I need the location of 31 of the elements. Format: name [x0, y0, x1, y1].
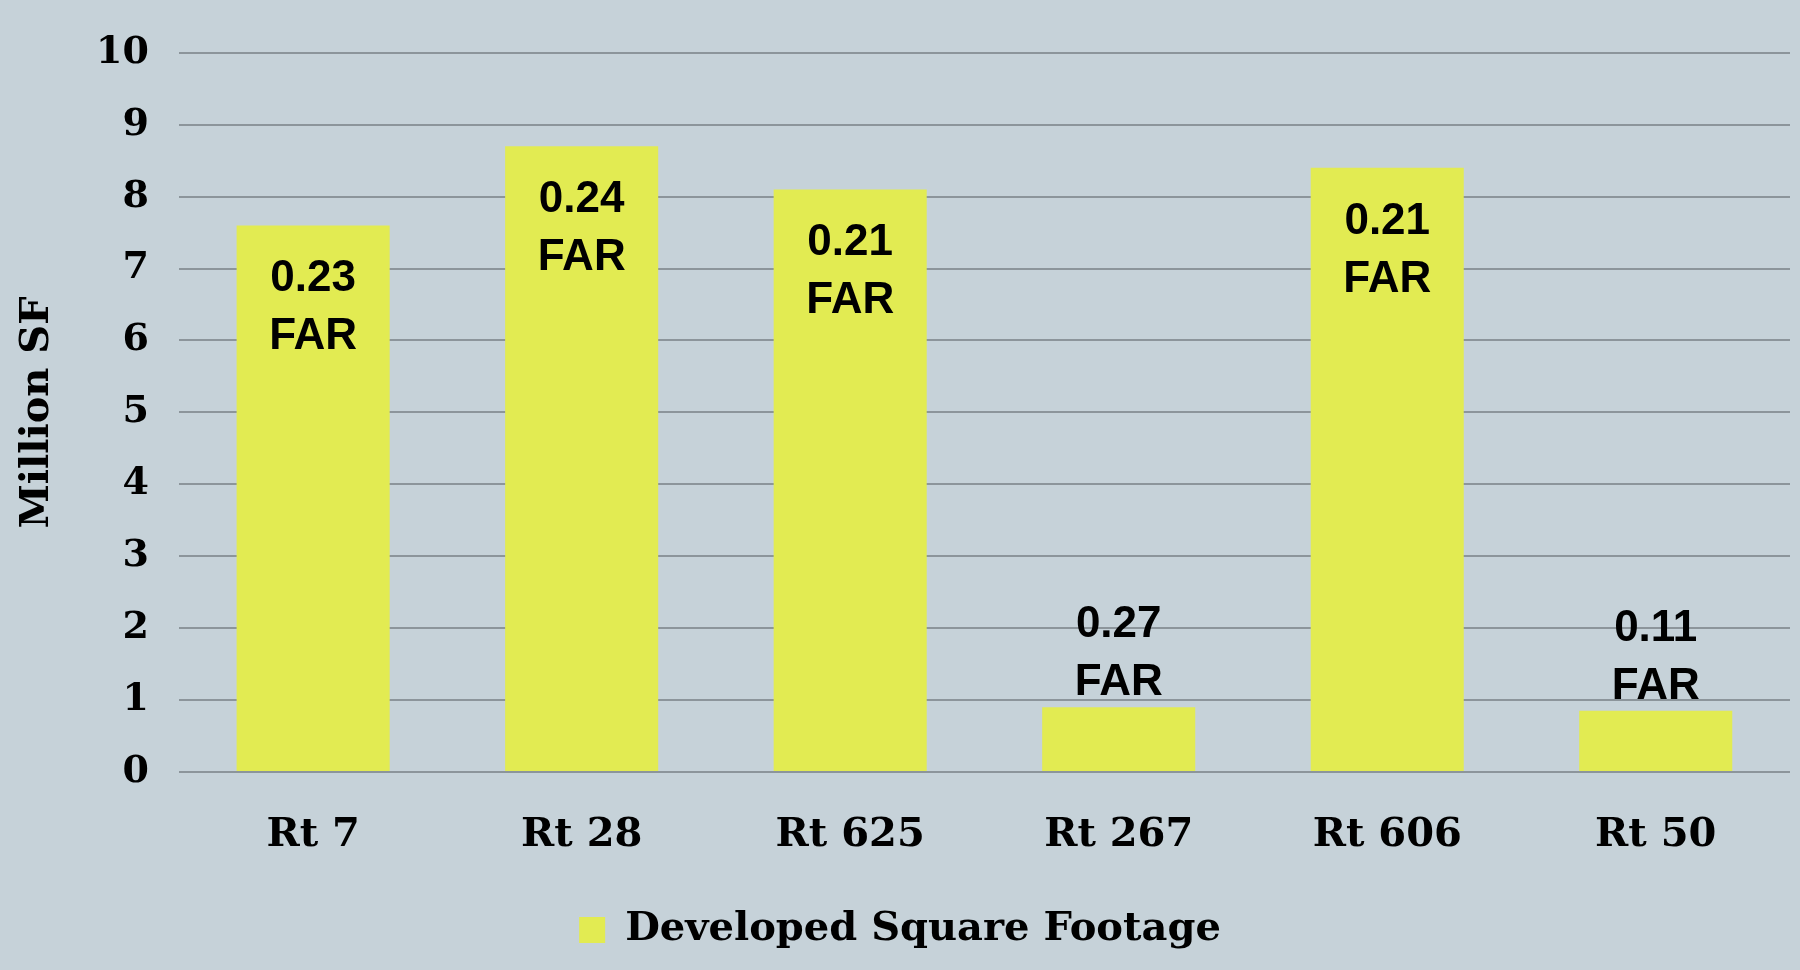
x-tick-label: Rt 28 [521, 808, 643, 856]
y-tick-label: 3 [122, 530, 149, 576]
y-tick-label: 5 [122, 386, 149, 432]
y-tick-label: 6 [122, 314, 149, 360]
annotation: 0.23 FAR [269, 251, 358, 359]
annotation: 0.27 FAR [1074, 597, 1163, 705]
annotation: 0.21 FAR [806, 215, 895, 323]
y-tick-label: 10 [95, 26, 149, 72]
x-tick-label: Rt 606 [1312, 808, 1462, 856]
bar [773, 189, 927, 771]
bar [1579, 710, 1733, 771]
x-tick-label: Rt 50 [1595, 808, 1717, 856]
x-tick-label: Rt 625 [775, 808, 925, 856]
y-tick-label: 9 [122, 98, 149, 144]
y-tick-label: 0 [122, 745, 149, 791]
y-tick-label: 1 [122, 673, 149, 719]
x-tick-label: Rt 7 [266, 808, 360, 856]
y-tick-label: 4 [122, 458, 149, 504]
bar [505, 146, 659, 771]
annotation: 0.24 FAR [537, 172, 626, 280]
y-tick-label: 7 [122, 242, 149, 288]
bar [236, 225, 390, 771]
y-tick-label: 8 [122, 170, 149, 216]
bar [1310, 167, 1464, 771]
x-tick-label: Rt 267 [1044, 808, 1194, 856]
y-axis-title: Million SF [10, 296, 58, 529]
annotation: 0.21 FAR [1343, 193, 1432, 301]
annotation: 0.11 FAR [1611, 600, 1700, 708]
y-tick-label: 2 [122, 602, 149, 648]
legend-label: Developed Square Footage [625, 902, 1221, 950]
bar [1042, 707, 1196, 771]
